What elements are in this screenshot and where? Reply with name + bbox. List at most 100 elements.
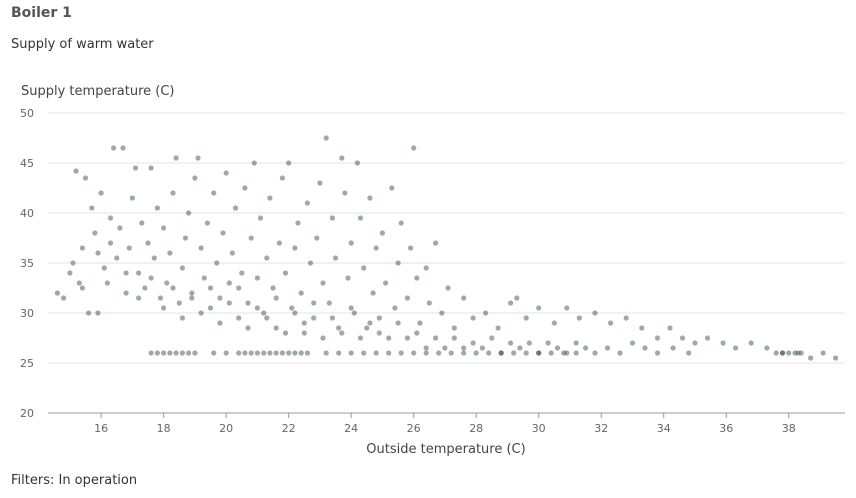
data-point <box>445 285 451 291</box>
data-point <box>576 315 582 321</box>
data-point <box>461 295 467 301</box>
x-tick-label: 22 <box>282 422 296 435</box>
x-tick-label: 26 <box>407 422 421 435</box>
data-point <box>242 350 248 356</box>
data-point <box>273 325 279 331</box>
data-point <box>379 230 385 236</box>
data-point <box>270 285 276 291</box>
data-point <box>779 350 786 356</box>
data-point <box>792 350 798 356</box>
data-point <box>354 160 360 166</box>
data-point <box>414 330 420 336</box>
data-point <box>286 350 292 356</box>
data-point <box>129 195 135 201</box>
data-point <box>207 285 214 291</box>
data-point <box>167 250 173 256</box>
data-point <box>348 240 354 246</box>
data-point <box>67 270 73 276</box>
data-point <box>536 350 542 356</box>
data-point <box>332 255 339 261</box>
data-point <box>670 345 676 351</box>
y-tick-label: 40 <box>20 207 34 220</box>
data-point <box>142 285 148 291</box>
data-point <box>179 265 185 271</box>
data-point <box>298 290 304 296</box>
data-point <box>267 350 273 356</box>
data-point <box>561 350 567 356</box>
data-point <box>320 335 326 341</box>
data-point <box>608 320 614 326</box>
data-point <box>201 275 207 281</box>
data-point <box>545 340 551 346</box>
data-point <box>286 160 292 166</box>
data-point <box>254 305 260 311</box>
data-point <box>398 220 404 226</box>
data-point <box>161 350 167 356</box>
data-point <box>373 350 379 356</box>
data-point <box>617 350 623 356</box>
data-point <box>211 190 217 196</box>
data-point <box>417 320 423 326</box>
data-point <box>564 305 570 311</box>
data-point <box>376 315 382 321</box>
data-point <box>164 280 170 286</box>
data-point <box>301 330 307 336</box>
y-tick-label: 30 <box>20 307 34 320</box>
data-point <box>236 315 242 321</box>
data-point <box>667 325 673 331</box>
y-tick-label: 35 <box>20 257 34 270</box>
data-point <box>92 230 98 236</box>
data-point <box>89 205 95 211</box>
data-point <box>223 350 229 356</box>
data-point <box>642 345 648 351</box>
data-point <box>279 175 285 181</box>
data-point <box>245 300 251 306</box>
data-point <box>223 170 229 176</box>
data-point <box>198 310 204 316</box>
data-point <box>523 350 529 356</box>
data-point <box>264 255 270 261</box>
data-point <box>461 350 467 356</box>
data-point <box>251 160 257 166</box>
data-point <box>111 145 117 151</box>
data-point <box>686 350 692 356</box>
data-point <box>376 330 382 336</box>
data-point <box>267 195 273 201</box>
data-point <box>639 325 645 331</box>
data-point <box>523 315 529 321</box>
data-point <box>211 350 217 356</box>
data-point <box>433 335 439 341</box>
data-point <box>279 350 285 356</box>
data-point <box>348 350 354 356</box>
data-point <box>361 350 367 356</box>
data-point <box>167 350 173 356</box>
data-point <box>733 345 739 351</box>
data-point <box>282 270 289 276</box>
data-point <box>176 300 182 306</box>
data-point <box>536 350 542 356</box>
data-point <box>326 300 332 306</box>
data-point <box>186 210 192 216</box>
chart-subtitle: Supply of warm water <box>11 37 154 52</box>
data-point <box>448 350 454 356</box>
data-point <box>117 225 123 231</box>
data-point <box>82 175 89 181</box>
data-point <box>389 185 395 191</box>
x-tick-label: 24 <box>344 422 358 435</box>
data-point <box>383 280 389 286</box>
data-point <box>498 350 504 356</box>
data-point <box>370 290 376 296</box>
data-point <box>229 250 235 256</box>
data-point <box>204 220 210 226</box>
data-point <box>257 215 264 221</box>
data-point <box>273 295 279 301</box>
data-point <box>120 145 126 151</box>
data-point <box>161 305 167 311</box>
data-point <box>336 350 342 356</box>
data-point <box>98 190 104 196</box>
data-point <box>123 270 129 276</box>
data-point <box>220 230 226 236</box>
y-tick-label: 45 <box>20 157 34 170</box>
data-point <box>623 315 629 321</box>
data-point <box>342 190 348 196</box>
